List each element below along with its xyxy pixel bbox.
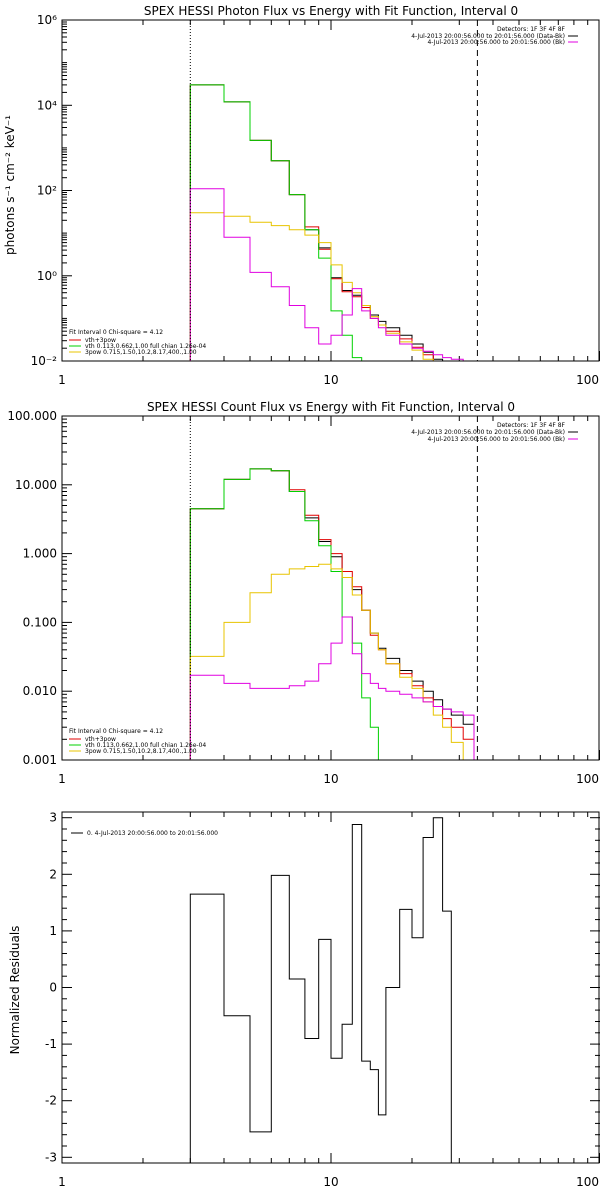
series-line-3	[189, 212, 434, 361]
series-line-0	[189, 817, 474, 1163]
series-line-2	[189, 468, 387, 760]
photon-legend-item-vth: vth 0.113,0.662,1.00 full chian 1.26e-04	[85, 343, 206, 350]
y-tick-label: 3	[49, 811, 57, 825]
y-tick-label: 1	[49, 924, 57, 938]
y-tick-label: 10⁻²	[31, 354, 58, 368]
x-tick-label: 100	[576, 373, 599, 387]
count-flux-title: SPEX HESSI Count Flux vs Energy with Fit…	[147, 400, 515, 414]
series-line-4	[189, 616, 475, 760]
count-legend-item-vth: vth 0.113,0.662,1.00 full chian 1.26e-04	[85, 742, 206, 749]
photon-flux-info: Detectors: 1F 3F 4F 8F 4-Jul-2013 20:00:…	[411, 26, 578, 46]
y-tick-label: 1.000	[23, 547, 57, 561]
photon-info-bk: 4-Jul-2013 20:00:56.000 to 20:01:56.000 …	[427, 39, 565, 46]
series-line-4	[189, 188, 475, 361]
count-legend-item-vth3pow: vth+3pow	[85, 736, 116, 743]
y-tick-label: -3	[45, 1150, 57, 1164]
y-tick-label: 10²	[37, 184, 57, 198]
residuals-panel: Normalized Residuals 1 10 100 -3 -2 -1 0 1 2 3 0.…	[8, 811, 600, 1189]
y-tick-label: 0	[49, 981, 57, 995]
x-tick-label: 1	[58, 772, 66, 786]
photon-flux-plot: 1 10 100 10⁻² 10⁰ 10² 10⁴ 10⁶	[31, 13, 600, 387]
photon-detectors-text: Detectors: 1F 3F 4F 8F	[497, 26, 566, 33]
photon-info-data-bk: 4-Jul-2013 20:00:56.000 to 20:01:56.000 …	[411, 33, 565, 40]
y-tick-label: 0.100	[23, 615, 57, 629]
x-tick-label: 1	[58, 1175, 66, 1189]
x-tick-label: 10	[323, 772, 338, 786]
count-detectors-text: Detectors: 1F 3F 4F 8F	[497, 422, 566, 429]
photon-legend-item-vth3pow: vth+3pow	[85, 337, 116, 344]
plot-frame	[61, 811, 600, 1164]
plot-frame	[61, 415, 600, 761]
photon-legend-header: Fit Interval 0 Chi-square = 4.12	[69, 329, 163, 336]
y-tick-label: -1	[45, 1037, 57, 1051]
y-tick-label: 2	[49, 867, 57, 881]
y-tick-label: 10⁴	[37, 98, 57, 112]
count-info-bk: 4-Jul-2013 20:00:56.000 to 20:01:56.000 …	[427, 436, 565, 443]
x-tick-label: 100	[576, 772, 599, 786]
y-tick-label: 10.000	[15, 478, 57, 492]
y-tick-label: 10⁰	[37, 269, 57, 283]
count-flux-legend: Fit Interval 0 Chi-square = 4.12 vth+3po…	[69, 728, 206, 755]
residuals-ylabel: Normalized Residuals	[8, 926, 22, 1055]
x-tick-label: 100	[576, 1175, 599, 1189]
plot-frame	[61, 19, 600, 362]
count-flux-info: Detectors: 1F 3F 4F 8F 4-Jul-2013 20:00:…	[411, 422, 578, 443]
photon-flux-title: SPEX HESSI Photon Flux vs Energy with Fi…	[144, 4, 518, 18]
residuals-legend: 0. 4-Jul-2013 20:00:56.000 to 20:01:56.0…	[71, 830, 218, 837]
photon-flux-ylabel: photons s⁻¹ cm⁻² keV⁻¹	[3, 115, 17, 255]
x-tick-label: 10	[323, 1175, 338, 1189]
y-tick-label: 100.000	[7, 409, 57, 423]
count-legend-header: Fit Interval 0 Chi-square = 4.12	[69, 728, 163, 735]
y-tick-label: 0.001	[23, 753, 57, 767]
residuals-legend-item: 0. 4-Jul-2013 20:00:56.000 to 20:01:56.0…	[87, 830, 218, 837]
y-tick-label: 0.010	[23, 684, 57, 698]
photon-legend-item-3pow: 3pow 0.715,1.50,10.2,8.17,400.,1.00	[85, 349, 197, 356]
series-line-0	[189, 468, 475, 760]
count-flux-plot: 1 10 100 0.001 0.010 0.100 1.000 10.000 100.000	[7, 409, 600, 786]
x-tick-label: 1	[58, 373, 66, 387]
series-line-1	[189, 468, 475, 760]
y-tick-label: -2	[45, 1094, 57, 1108]
count-legend-item-3pow: 3pow 0.715,1.50,10.2,8.17,400.,1.00	[85, 748, 197, 755]
series-line-0	[189, 84, 444, 361]
count-info-data-bk: 4-Jul-2013 20:00:56.000 to 20:01:56.000 …	[411, 429, 565, 436]
photon-flux-legend: Fit Interval 0 Chi-square = 4.12 vth+3po…	[69, 329, 206, 356]
series-line-1	[189, 84, 434, 361]
count-flux-panel: SPEX HESSI Count Flux vs Energy with Fit…	[7, 400, 600, 786]
y-tick-label: 10⁶	[37, 13, 57, 27]
x-tick-label: 10	[323, 373, 338, 387]
residuals-plot: 1 10 100 -3 -2 -1 0 1 2 3	[45, 811, 600, 1189]
series-line-3	[189, 563, 475, 760]
series-line-2	[189, 84, 363, 361]
photon-flux-panel: SPEX HESSI Photon Flux vs Energy with Fi…	[3, 4, 600, 387]
